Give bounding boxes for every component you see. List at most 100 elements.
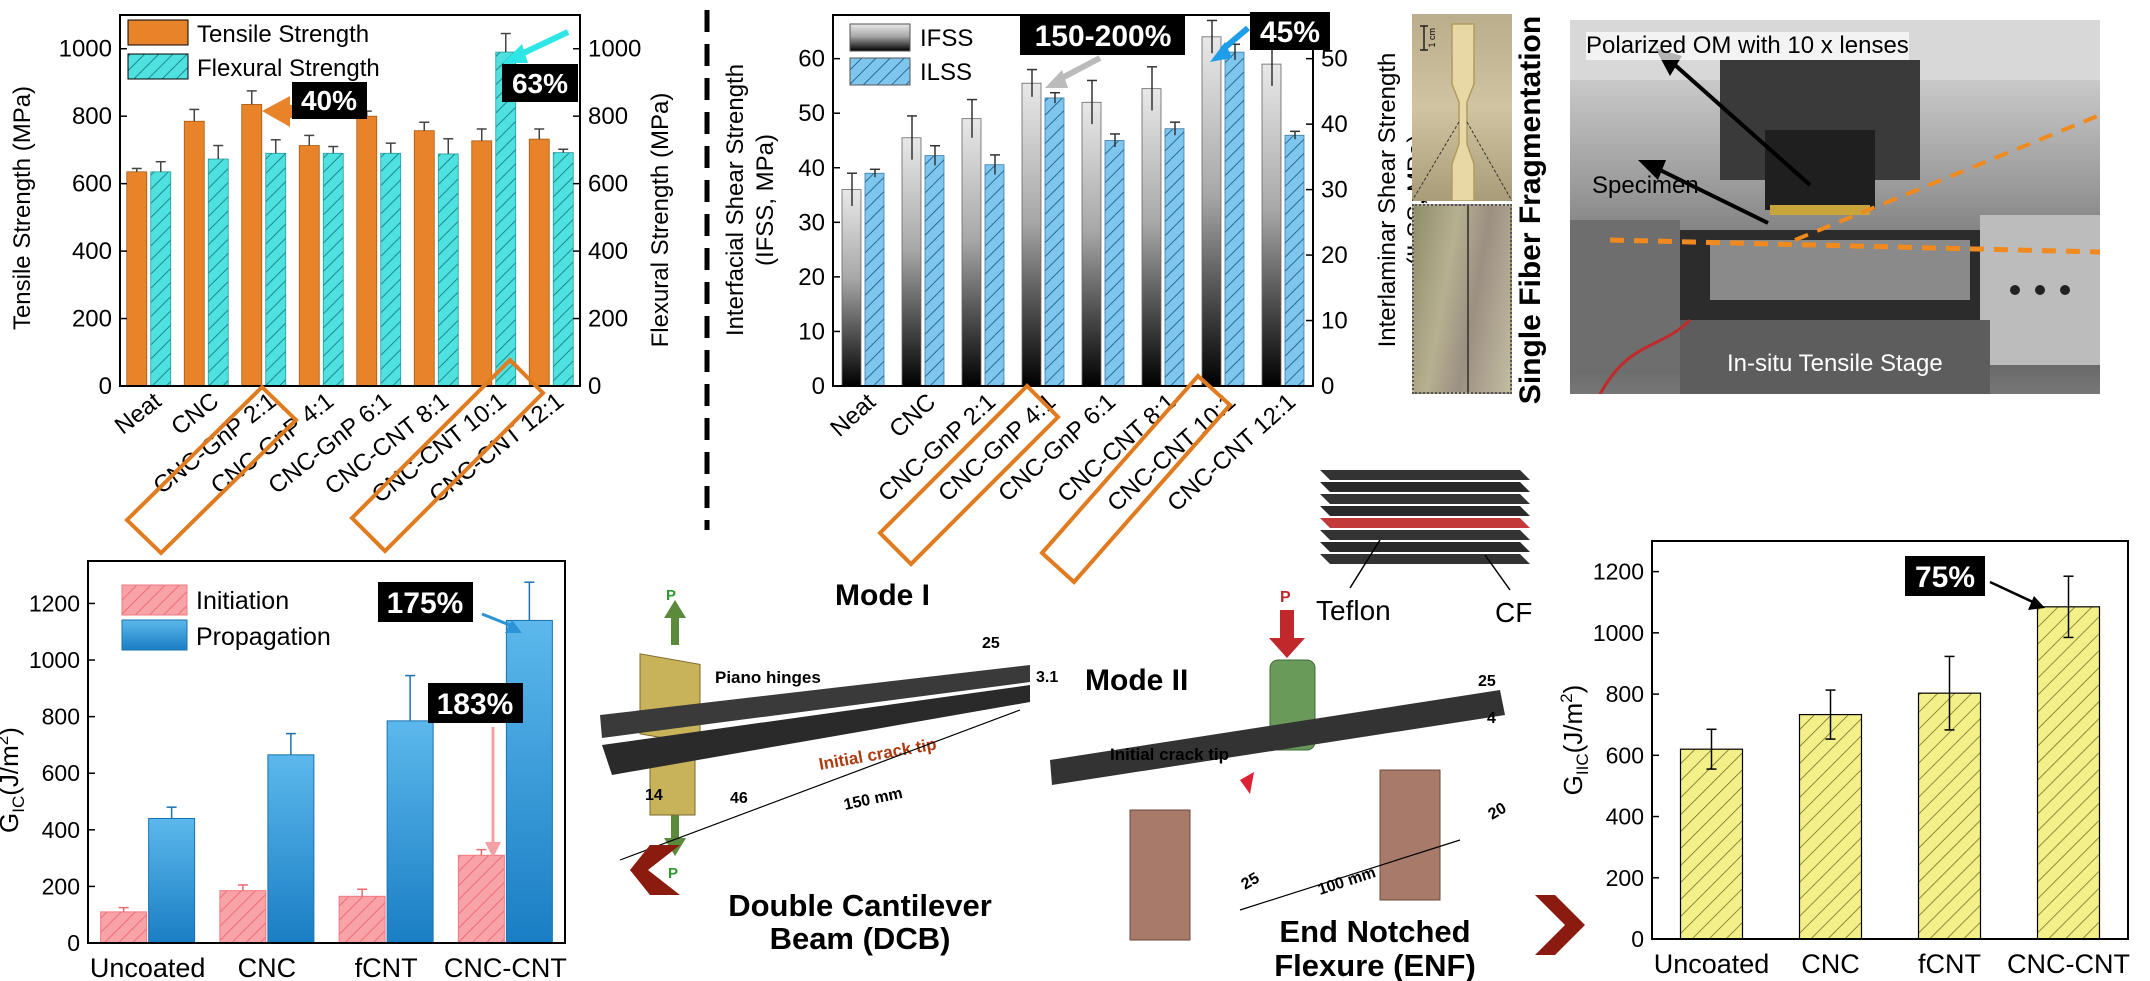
stage-photo-drawing [1570, 20, 2100, 394]
c1-ytick-right: 1000 [588, 36, 641, 63]
c4-arrow-75 [1989, 580, 2036, 605]
left-chevron-icon[interactable] [630, 845, 680, 895]
c1-ytick-left: 200 [72, 306, 112, 333]
c2-ylabel-left-2: (IFSS, MPa) [752, 134, 779, 266]
mode2-p: P [1280, 589, 1291, 606]
c4-ytick: 400 [1606, 804, 1644, 830]
c2-legend-ilss: ILSS [920, 59, 972, 86]
c2-ytick-left: 20 [798, 264, 825, 291]
c1-legend-tensile: Tensile Strength [197, 21, 369, 48]
c4-ylabel-sup: 2 [1557, 693, 1576, 702]
c2-legend-ilss-swatch [849, 57, 911, 86]
c1-annotation-63: 63% [512, 68, 568, 99]
c4-bars-group [1679, 575, 2101, 940]
c1-ytick-right: 0 [588, 373, 601, 400]
c3-bar-propagation [267, 754, 315, 944]
c3-bar-propagation [148, 817, 196, 944]
laminate-stack [1320, 470, 1530, 564]
c4-xtick: CNC [1801, 949, 1860, 979]
c2-ylabel-left-1: Interfacial Shear Strength [722, 64, 749, 336]
c2-badge-150 [1020, 15, 1185, 55]
c3-xtick: CNC [238, 953, 297, 981]
c4-bar [2036, 606, 2101, 940]
mode2-arrow-shaft [1280, 610, 1294, 640]
c1-legend-flexural-swatch [127, 53, 189, 80]
c2-ytick-right: 0 [1321, 373, 1334, 400]
specimen-photo: 1 cm [1412, 14, 1512, 201]
dim-25c: 25 [1239, 870, 1263, 894]
c3-legend-init-swatch [121, 584, 188, 616]
c1-ytick-left: 1000 [59, 36, 112, 63]
c2-ytick-left: 10 [798, 318, 825, 345]
c2-ytick-right: 10 [1321, 308, 1348, 335]
dim-150-line [619, 709, 1021, 861]
c4-xtick: CNC-CNT [2007, 949, 2130, 979]
c4-ytick: 1000 [1593, 620, 1644, 646]
c3-ytick: 1000 [29, 647, 80, 673]
dim-4: 4 [1487, 710, 1496, 727]
mode1-schematic: Mode I P P Piano hinges Initial crack ti… [600, 579, 1058, 895]
c4-badge-75 [1905, 556, 1985, 596]
c2-ylabel-right-main: Interlaminar Shear Strength [1374, 53, 1401, 348]
mode1-p-top: P [666, 587, 676, 604]
mode1-arrow-up-head [664, 600, 686, 618]
c2-ytick-left: 60 [798, 46, 825, 73]
enf-label: End Notched Flexure (ENF) [1245, 915, 1505, 981]
fiber-micrograph [1412, 204, 1512, 394]
c4-ytick: 800 [1606, 681, 1644, 707]
separator-line [704, 10, 710, 530]
c3-annotation-183: 183% [437, 688, 514, 721]
c3-arrow-175 [481, 612, 513, 628]
c4-ylabel-close: ) [1558, 685, 1588, 694]
c4-annotation-75: 75% [1915, 561, 1975, 594]
c4-arrow-75-head [2028, 596, 2045, 610]
c4-xtick: Uncoated [1654, 949, 1770, 979]
c2-ylabel-left-sub: (IFSS, MPa) [752, 134, 779, 266]
c3-annotation-175: 175% [387, 587, 464, 620]
c2-box-cnt101 [1039, 373, 1233, 585]
c1-ytick-right: 200 [588, 306, 628, 333]
c2-ylabel-left-main: Interfacial Shear Strength [722, 64, 749, 336]
dogbone-specimen [1412, 23, 1512, 201]
right-chevron[interactable] [1530, 890, 1590, 960]
c4-ylabel: GIIC(J/m2) [1557, 685, 1592, 796]
c3-bars-group [100, 581, 553, 944]
c3-legend-init: Initiation [196, 587, 289, 615]
c1-frame [119, 14, 581, 387]
c3-ylabel-unit: (J/m [0, 745, 24, 796]
crack-marker [1240, 772, 1254, 794]
stage-label: In-situ Tensile Stage [1727, 350, 1943, 377]
c4-ytick: 0 [1631, 926, 1644, 952]
dim-46: 46 [730, 790, 748, 807]
c3-xtick: Uncoated [90, 953, 206, 981]
c3-bar-initiation [219, 890, 267, 944]
c4-axes: Uncoated CNC fCNT CNC-CNT 0 200 400 600 800 1000 1… [1593, 559, 2130, 979]
dcb-lower-arm [602, 685, 1030, 775]
mode1-p-bottom: P [668, 865, 678, 882]
om-label: Polarized OM with 10 x lenses [1586, 32, 1909, 60]
mode2-schematic: Teflon CF Mode II P Initial crack tip 25… [1050, 470, 1532, 941]
c2-annotation-45: 45% [1260, 16, 1320, 49]
dim-14: 14 [645, 787, 663, 804]
c4-ytick: 1200 [1593, 559, 1644, 585]
c3-ylabel-close: ) [0, 727, 24, 736]
c4-ylabel-unit: (J/m [1558, 703, 1588, 754]
c3-axes: Uncoated CNC fCNT CNC-CNT 0 200 400 600 800 1000 1… [29, 590, 567, 981]
enf-line2: Flexure (ENF) [1274, 948, 1476, 981]
cf-leader [1484, 554, 1511, 591]
c4-bar [1679, 748, 1744, 940]
c4-frame [1651, 540, 2129, 940]
c3-bar-propagation [386, 720, 434, 944]
c2-ytick-left: 40 [798, 155, 825, 182]
c2-ytick-right: 20 [1321, 242, 1348, 269]
c3-badge-183 [428, 683, 523, 723]
c3-legend-prop-swatch [121, 619, 188, 651]
right-chevron-icon[interactable] [1535, 895, 1585, 955]
c3-arrow-175-head [505, 620, 522, 633]
dcb-label: Double Cantilever Beam (DCB) [700, 889, 1020, 955]
c1-legend-tensile-swatch [127, 19, 189, 46]
c3-ytick: 800 [42, 704, 80, 730]
